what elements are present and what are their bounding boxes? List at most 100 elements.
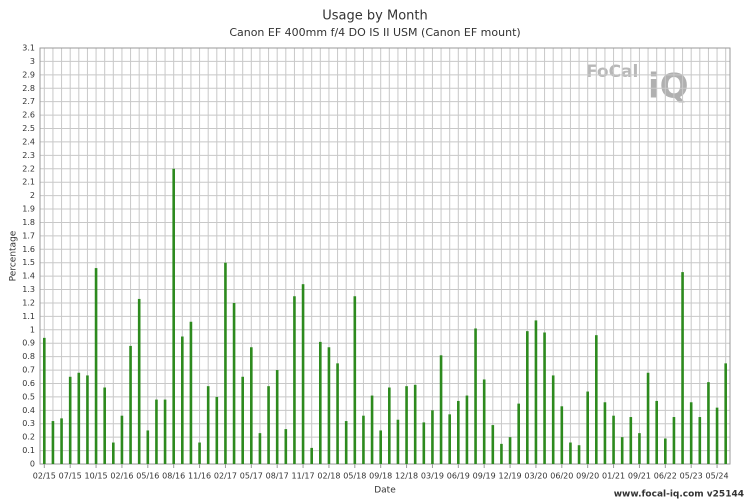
bar [94,268,98,464]
bar [508,437,512,464]
x-tick-label: 12/18 [395,472,418,481]
bar [431,410,434,464]
y-tick-label: 1.2 [22,298,35,307]
bar [181,336,184,464]
y-tick-label: 0.1 [22,446,35,455]
bar [362,415,365,464]
bar [86,375,89,464]
y-tick-label: 0.8 [22,352,35,361]
x-tick-label: 09/20 [576,472,599,481]
bar [379,430,382,464]
bar [646,372,650,464]
y-tick-label: 0.3 [22,419,35,428]
bar [603,402,607,464]
bar [344,421,348,464]
x-tick-label: 06/22 [654,472,677,481]
y-tick-label: 2.8 [22,84,35,93]
x-tick-label: 02/18 [317,472,340,481]
y-tick-label: 2.7 [22,97,35,106]
y-tick-label: 0.4 [22,406,35,415]
bar [629,417,633,464]
bar [405,386,408,464]
bar [595,335,598,464]
bar [664,438,667,464]
y-tick-label: 0.9 [22,339,35,348]
bar [155,399,158,464]
y-tick-label: 1 [30,325,35,334]
bar [526,331,529,464]
bar [68,376,72,464]
x-tick-label: 06/20 [550,472,573,481]
x-tick-label: 09/19 [473,472,496,481]
bar [448,414,451,464]
bar [250,347,253,464]
bar [396,419,400,464]
y-tick-label: 1.7 [22,231,35,240]
bar [517,403,520,464]
bar [672,417,676,464]
bar [370,395,374,464]
x-tick-label: 08/16 [162,472,185,481]
x-tick-label: 05/24 [706,472,729,481]
y-tick-label: 2.2 [22,164,35,173]
bar [241,376,244,464]
x-tick-label: 02/15 [33,472,56,481]
bar [724,363,727,464]
bar [543,332,546,464]
y-tick-label: 0.2 [22,433,35,442]
bar [146,430,150,464]
bar [293,296,296,464]
bar [336,363,339,464]
x-tick-label: 01/21 [602,472,625,481]
bar [60,418,63,464]
y-axis-label: Percentage [9,230,19,281]
bar [206,386,210,464]
bar [129,345,132,464]
bar [612,415,615,464]
x-tick-label: 05/18 [343,472,366,481]
y-tick-label: 1.6 [22,245,35,254]
y-tick-label: 0.6 [22,379,35,388]
bar [551,375,555,464]
bar [275,370,279,464]
bar [698,417,702,464]
y-tick-label: 1.4 [22,272,35,281]
y-tick-label: 1.8 [22,218,35,227]
y-tick-label: 2.1 [22,178,35,187]
y-tick-label: 1.9 [22,205,35,214]
bar [586,391,589,464]
bar [491,425,495,464]
bar [189,321,193,464]
bar [707,382,710,464]
bar [689,402,693,464]
y-tick-label: 0.7 [22,366,35,375]
plot-border [39,47,731,465]
y-tick-label: 2.6 [22,111,35,120]
y-tick-label: 0 [30,460,35,469]
x-tick-label: 08/17 [266,472,289,481]
chart-subtitle: Canon EF 400mm f/4 DO IS II USM (Canon E… [229,26,520,39]
bar [232,302,236,464]
bar [43,337,46,464]
bar [103,387,106,464]
bar [51,421,55,464]
bar [267,386,270,464]
y-tick-label: 1.5 [22,258,35,267]
x-tick-label: 09/18 [369,472,392,481]
bar [112,442,115,464]
chart-title: Usage by Month [322,9,427,24]
x-tick-label: 09/21 [628,472,651,481]
x-tick-label: 05/16 [136,472,159,481]
y-tick-label: 1.1 [22,312,35,321]
bar [457,400,460,464]
logo-focal: FoCal [586,62,638,82]
bar [353,296,357,464]
bar [655,400,658,464]
x-tick-label: 05/23 [680,472,703,481]
bar [500,443,503,464]
bar [577,445,581,464]
x-tick-label: 06/19 [447,472,470,481]
bar [137,298,141,464]
bar [198,442,201,464]
